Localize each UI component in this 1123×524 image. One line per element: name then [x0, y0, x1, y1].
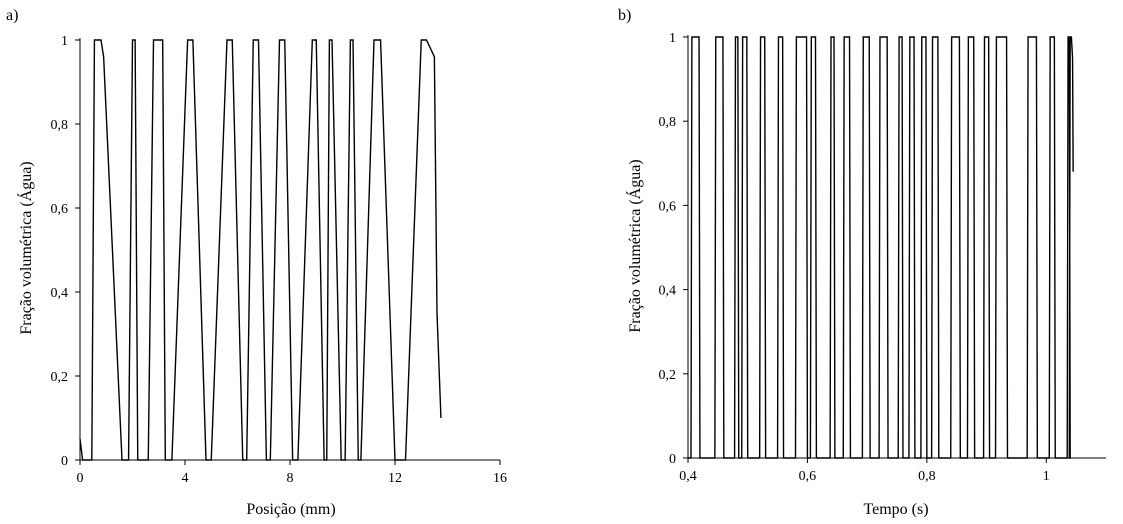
- panel-b-ytick-label: 0,2: [659, 368, 677, 383]
- panel-b-label: b): [618, 7, 631, 24]
- panel-a-ticks: 0 4 8 12 16 0 0,2 0,4 0,6 0,8 1: [51, 34, 508, 486]
- panel-b-ticks: 0,4 0,6 0,8 1 0 0,2 0,4 0,6 0,8 1: [659, 31, 1050, 484]
- panel-a-ytick-label: 1: [61, 34, 68, 49]
- panel-b-ytick-label: 0,4: [659, 284, 677, 299]
- panel-a: a) 0 4 8 12 16 0 0,2 0,4 0,6 0,8 1 Posição (mm) Fr…: [6, 7, 507, 518]
- panel-b-ytick-label: 0,8: [659, 115, 677, 130]
- panel-b-ylabel: Fração volumétrica (Água): [625, 159, 644, 332]
- panel-a-ylabel: Fração volumétrica (Água): [16, 161, 35, 334]
- panel-b: b) 0,4 0,6 0,8 1 0 0,2 0,4 0,6 0,8 1 Tempo (s) Fr…: [618, 7, 1106, 518]
- panel-a-ytick-label: 0,2: [51, 370, 69, 385]
- panel-a-xtick-label: 0: [77, 471, 84, 486]
- panel-b-ytick-label: 0,6: [659, 199, 677, 214]
- panel-b-xtick-label: 0,4: [679, 469, 697, 484]
- panel-b-series-line: [688, 36, 1074, 459]
- panel-a-ytick-label: 0,6: [51, 202, 69, 217]
- panel-a-label: a): [6, 7, 18, 24]
- panel-b-axes: [687, 35, 1106, 459]
- panel-b-xlabel: Tempo (s): [863, 501, 928, 518]
- panel-a-ytick-label: 0: [61, 454, 68, 469]
- panel-b-xtick-label: 0,6: [799, 469, 817, 484]
- panel-a-series-line: [79, 39, 442, 461]
- panel-a-ytick-label: 0,8: [51, 118, 69, 133]
- panel-a-xtick-label: 8: [287, 471, 294, 486]
- panel-a-xtick-label: 4: [182, 471, 189, 486]
- panel-b-xtick-label: 0,8: [918, 469, 936, 484]
- panel-b-ytick-label: 0: [669, 452, 676, 467]
- panel-a-xtick-label: 16: [493, 471, 507, 486]
- panel-b-xtick-label: 1: [1043, 469, 1050, 484]
- panel-a-xtick-label: 12: [388, 471, 402, 486]
- panel-b-ytick-label: 1: [669, 31, 676, 46]
- panel-a-ytick-label: 0,4: [51, 286, 69, 301]
- panel-a-xlabel: Posição (mm): [246, 501, 335, 518]
